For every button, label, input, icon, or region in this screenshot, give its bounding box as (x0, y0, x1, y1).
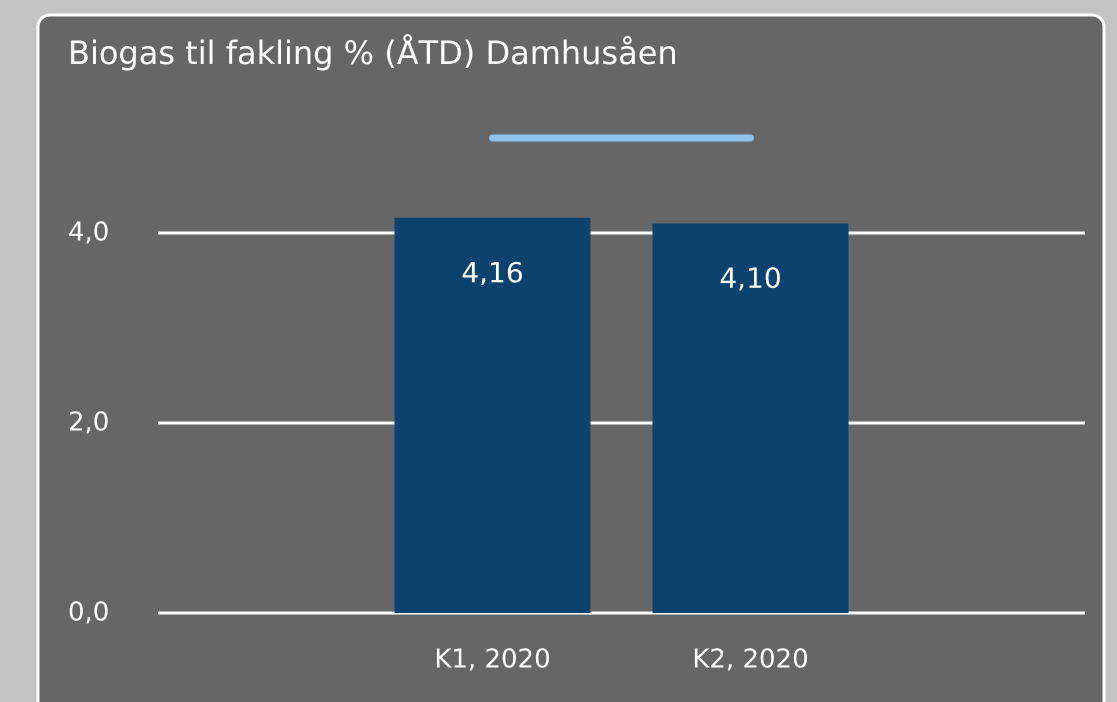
y-tick-label: 4,0 (68, 218, 109, 248)
data-label: 4,10 (719, 262, 781, 295)
bar (394, 217, 591, 614)
bar (652, 223, 849, 613)
y-tick-label: 2,0 (68, 408, 109, 438)
chart-title: Biogas til fakling % (ÅTD) Damhusåen (68, 34, 678, 72)
y-tick-label: 0,0 (68, 598, 109, 628)
data-label: 4,16 (461, 256, 523, 289)
x-tick-label: K2, 2020 (692, 645, 808, 675)
x-tick-label: K1, 2020 (434, 645, 550, 675)
